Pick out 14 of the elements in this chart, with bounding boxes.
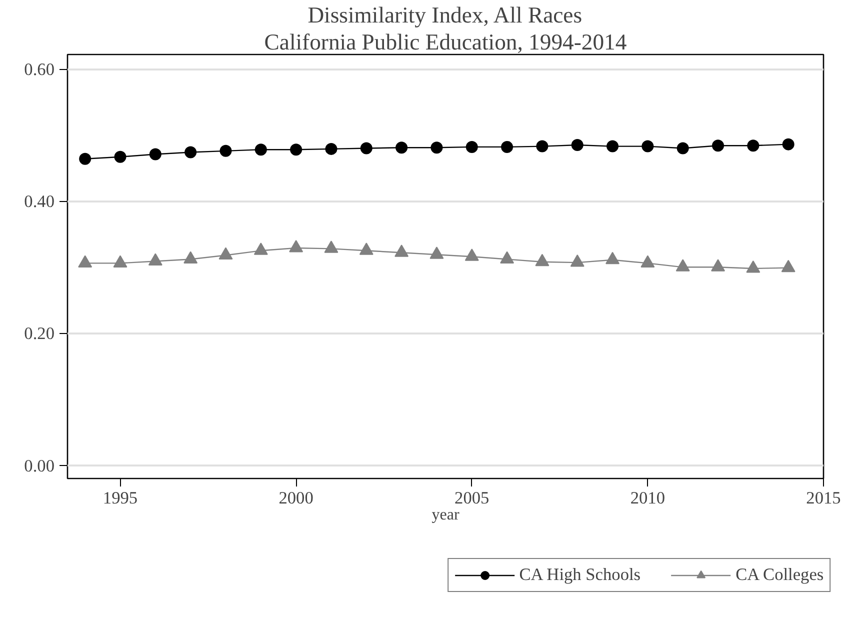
legend-label: CA High Schools [519, 565, 641, 585]
x-tick-label: 2015 [806, 488, 841, 508]
chart-title: Dissimilarity Index, All Races [308, 2, 582, 28]
y-tick-label: 0.60 [24, 60, 55, 80]
x-tick-label: 2005 [454, 488, 490, 508]
chart-subtitle: California Public Education, 1994-2014 [264, 30, 627, 54]
x-axis-title: year [432, 506, 460, 524]
x-tick-label: 2010 [630, 488, 666, 508]
y-tick-label: 0.20 [24, 324, 55, 344]
legend-label: CA Colleges [736, 565, 824, 585]
x-tick-label: 1995 [102, 488, 138, 508]
x-tick-label: 2000 [278, 488, 314, 508]
y-tick-label: 0.00 [24, 456, 55, 476]
y-tick-label: 0.40 [24, 192, 55, 212]
